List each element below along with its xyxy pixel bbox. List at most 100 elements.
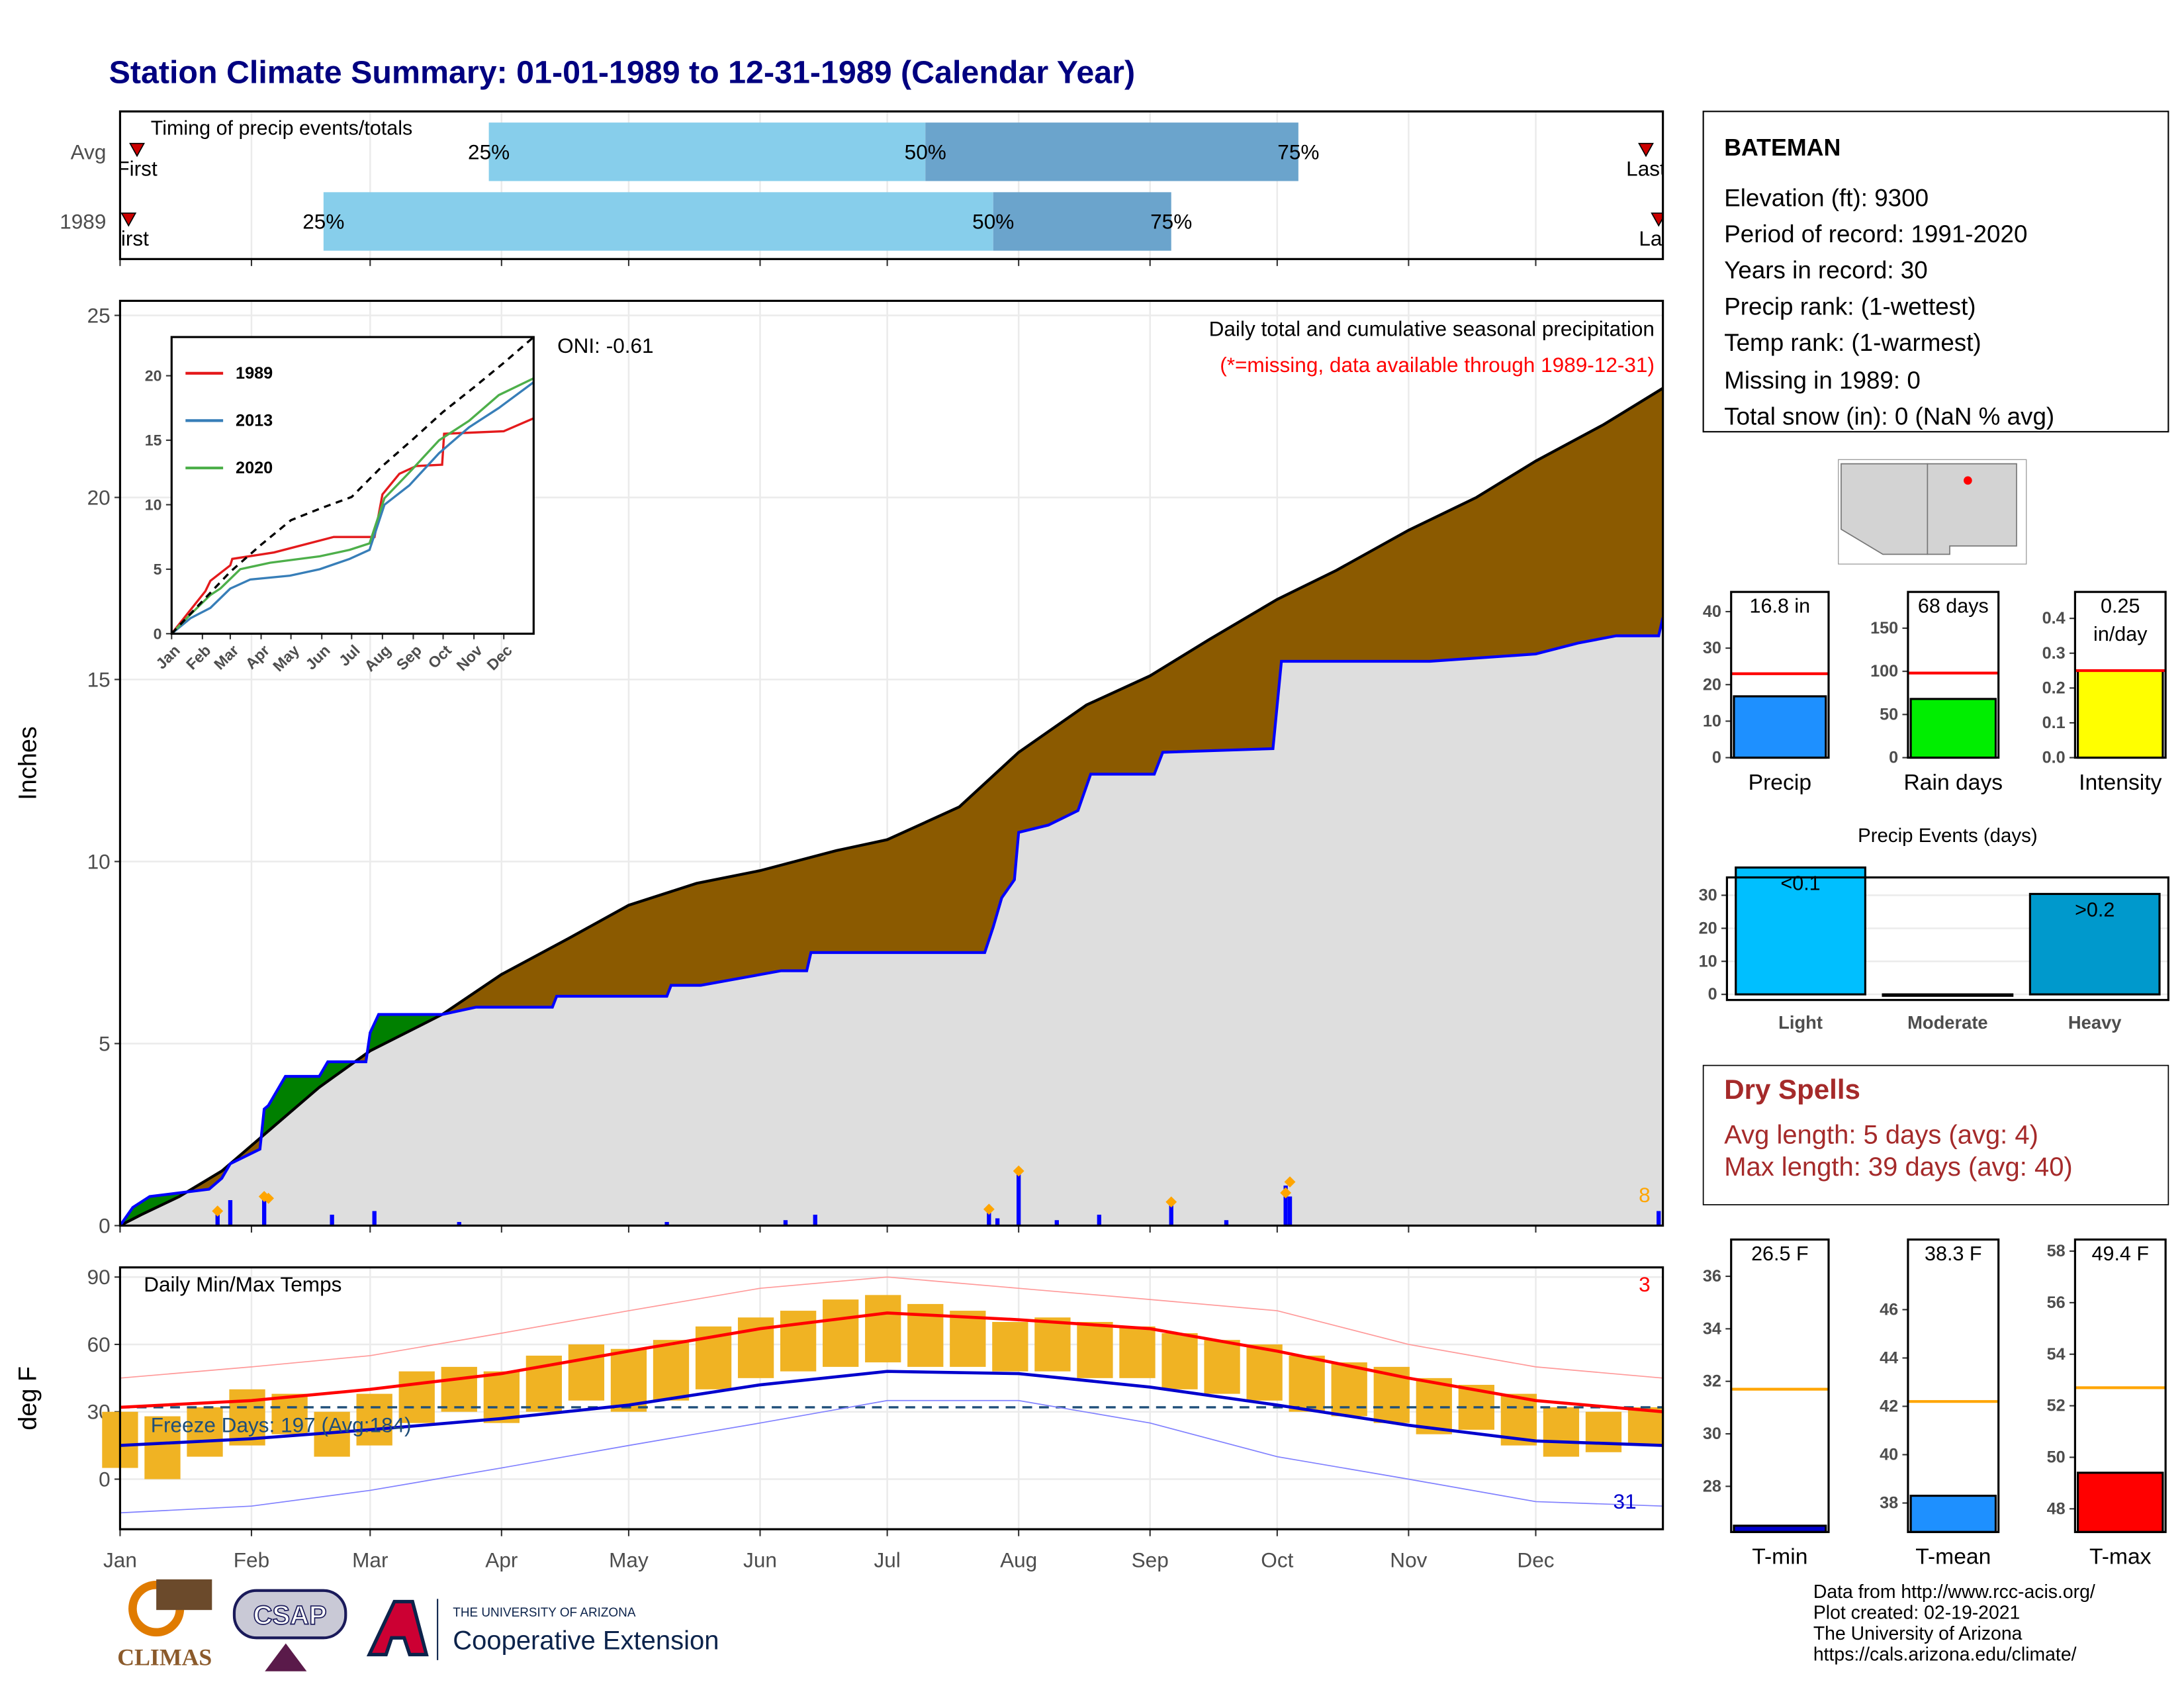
percentile-label: 75% <box>1150 210 1192 234</box>
category-label: T-max <box>2089 1545 2152 1570</box>
normal-line <box>120 1370 1663 1447</box>
category-label: Intensity <box>2079 771 2162 795</box>
ua-text: THE UNIVERSITY OF ARIZONA <box>453 1606 636 1620</box>
daily-temp-bar <box>271 1393 308 1434</box>
y-tick-label: 90 <box>87 1265 111 1289</box>
y-tick-label: 5 <box>154 561 162 578</box>
y-tick-label: 20 <box>1699 919 1717 937</box>
daily-precip-bar <box>995 1218 1000 1226</box>
plot-frame <box>118 110 1664 260</box>
percentile-label: 75% <box>1277 140 1319 164</box>
y-tick-label: 0.2 <box>2042 679 2066 697</box>
x-tick-label: Feb <box>234 1548 269 1571</box>
value-label-box: >0.2 <box>2075 900 2115 922</box>
category-label: Moderate <box>1907 1012 1988 1033</box>
observed-line <box>120 617 1663 1226</box>
y-tick-label: 36 <box>1703 1267 1721 1286</box>
category-label: Rain days <box>1903 771 2003 795</box>
event-marker <box>1638 142 1654 158</box>
extreme-marker <box>1013 1165 1024 1177</box>
y-tick-label: 15 <box>87 667 111 691</box>
daily-temp-bar <box>610 1348 647 1412</box>
daily-precip-bar <box>1287 1196 1293 1226</box>
credit-line: Plot created: 02-19-2021 <box>1813 1602 2021 1623</box>
y-tick-label: 0.0 <box>2042 749 2066 767</box>
footer-logos: CLIMAS CSAP THE UNIVERSITY OF ARIZONA Co… <box>117 1579 719 1671</box>
y-tick-label: 0.4 <box>2042 609 2066 628</box>
y-tick-label: 46 <box>1880 1300 1898 1319</box>
dry-spells-line: Max length: 39 days (avg: 40) <box>1724 1152 2073 1182</box>
observed-area <box>120 617 1663 1226</box>
y-tick-label: 38 <box>1880 1494 1898 1513</box>
value-label-box: 68 days <box>1918 596 1989 618</box>
daily-temp-bar <box>653 1340 690 1401</box>
map-arizona <box>1841 463 1929 555</box>
climas-icon-block <box>156 1579 212 1611</box>
chart-title: Daily total and cumulative seasonal prec… <box>1209 317 1655 341</box>
csap-logo-text: CSAP <box>253 1601 327 1630</box>
x-tick-label: Oct <box>1261 1548 1293 1571</box>
y-tick-label: 34 <box>1703 1319 1721 1338</box>
value-label-box: 49.4 F <box>2092 1244 2149 1266</box>
timing-bar-early <box>323 192 993 251</box>
daily-temp-bar <box>1543 1407 1580 1457</box>
station-line: Elevation (ft): 9300 <box>1724 184 1929 211</box>
y-tick-label: 50 <box>2047 1448 2066 1466</box>
csap-mountain <box>265 1643 307 1671</box>
y-tick-label: 0 <box>1708 985 1717 1004</box>
x-tick-label: Sep <box>1132 1548 1169 1571</box>
bar <box>2028 892 2161 996</box>
normal-line <box>120 1311 1663 1414</box>
daily-temp-bar <box>992 1322 1028 1372</box>
timing-bar-late <box>993 192 1171 251</box>
timing-rows: 25% 50% 75% First Last 25% 50% 75% First Last <box>120 122 1678 251</box>
plot-frame <box>1730 1238 1830 1533</box>
dry-spells-title: Dry Spells <box>1724 1074 1860 1105</box>
value-label-box: 16.8 in <box>1749 596 1811 619</box>
station-line: Missing in 1989: 0 <box>1724 367 1921 394</box>
plot-frame <box>118 299 1664 1227</box>
y-tick-label: 5 <box>99 1031 111 1055</box>
dry-spells-line: Avg length: 5 days (avg: 4) <box>1724 1121 2038 1150</box>
y-tick-label: 0.3 <box>2042 644 2066 663</box>
daily-temp-bar <box>780 1311 817 1372</box>
y-tick-label: 52 <box>2047 1397 2066 1415</box>
y-tick-label: 50 <box>1880 705 1898 724</box>
daily-precip-bar <box>987 1213 991 1226</box>
y-tick-label: 32 <box>1703 1372 1721 1391</box>
value-label-box: 0.25 in/day <box>2093 596 2147 646</box>
daily-temp-bar <box>950 1311 986 1367</box>
station-box <box>1702 111 2169 433</box>
x-tick-label: Dec <box>1517 1548 1554 1571</box>
event-label: Last <box>1639 226 1678 250</box>
csap-cloud <box>232 1589 347 1640</box>
plot-frame <box>1907 1238 2000 1533</box>
y-tick-label: 58 <box>2047 1242 2066 1260</box>
percentile-label: 25% <box>468 140 510 164</box>
daily-temp-bar <box>1034 1317 1071 1372</box>
x-tick-label: Apr <box>485 1548 518 1571</box>
daily-temp-bar <box>568 1344 605 1401</box>
inset-line <box>171 336 535 635</box>
daily-temp-bar <box>1246 1344 1283 1401</box>
missing-count: 8 <box>1639 1183 1651 1207</box>
station-line: Temp rank: (1-warmest) <box>1724 329 1981 356</box>
x-tick-label: Aug <box>1000 1548 1037 1571</box>
percentile-label: 25% <box>302 210 344 234</box>
cumulative-areas <box>120 387 1663 1226</box>
event-marker <box>129 142 146 158</box>
daily-temp-bar <box>1077 1322 1113 1378</box>
y-tick-label: 0 <box>1712 749 1721 767</box>
timing-bar-early <box>488 122 926 181</box>
x-tick-label: May <box>609 1548 649 1571</box>
value-label: 16.8 in <box>1749 596 1811 619</box>
freeze-annotation: Freeze Days: 197 (Avg:184) <box>151 1413 412 1436</box>
daily-temp-bar <box>1416 1378 1452 1434</box>
map-new-mexico <box>1927 463 2017 555</box>
credit-line: Data from http://www.rcc-acis.org/ <box>1813 1581 2095 1603</box>
y-tick-label: 10 <box>87 849 111 873</box>
daily-precip-bar <box>330 1214 334 1226</box>
page-title: Station Climate Summary: 01-01-1989 to 1… <box>109 54 1135 90</box>
daily-temp-bar <box>144 1416 181 1479</box>
